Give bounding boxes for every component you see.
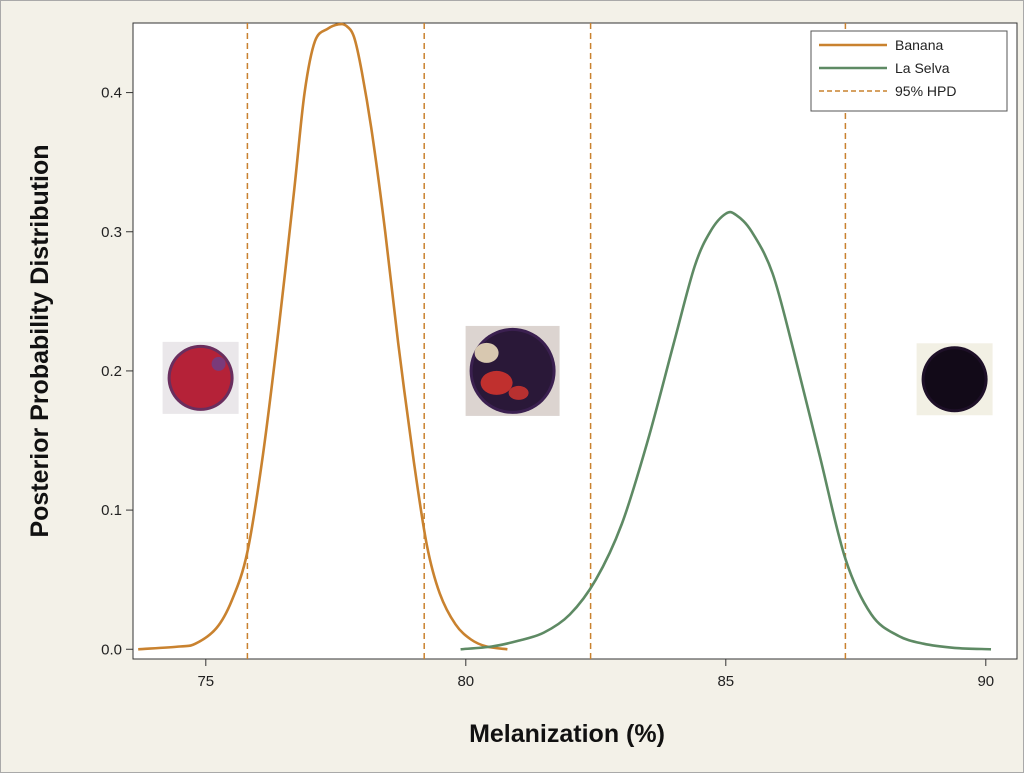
red-cell-image (162, 341, 239, 414)
y-tick-label-3: 0.3 (101, 224, 122, 241)
legend-label-2: 95% HPD (895, 83, 956, 99)
y-axis-title: Posterior Probability Distribution (26, 144, 54, 537)
legend-label-1: La Selva (895, 60, 950, 76)
legend: Banana La Selva 95% HPD (810, 30, 1008, 112)
y-tick-label-2: 0.2 (101, 363, 122, 380)
x-tick-label-3: 90 (977, 673, 994, 690)
x-axis-title: Melanization (%) (469, 720, 665, 748)
y-tick-label-4: 0.4 (101, 85, 122, 102)
x-tick-label-0: 75 (197, 673, 214, 690)
series-line-la-selva (460, 210, 992, 651)
mixed-cell-image (465, 325, 560, 416)
x-tick-label-1: 80 (457, 673, 474, 690)
y-tick-label-0: 0.0 (101, 641, 122, 658)
series-line-banana (138, 22, 508, 651)
black-cell-image (916, 343, 993, 416)
x-tick-label-2: 85 (717, 673, 734, 690)
y-tick-label-1: 0.1 (101, 502, 122, 519)
plot-area (132, 22, 1018, 660)
legend-label-0: Banana (895, 37, 943, 53)
